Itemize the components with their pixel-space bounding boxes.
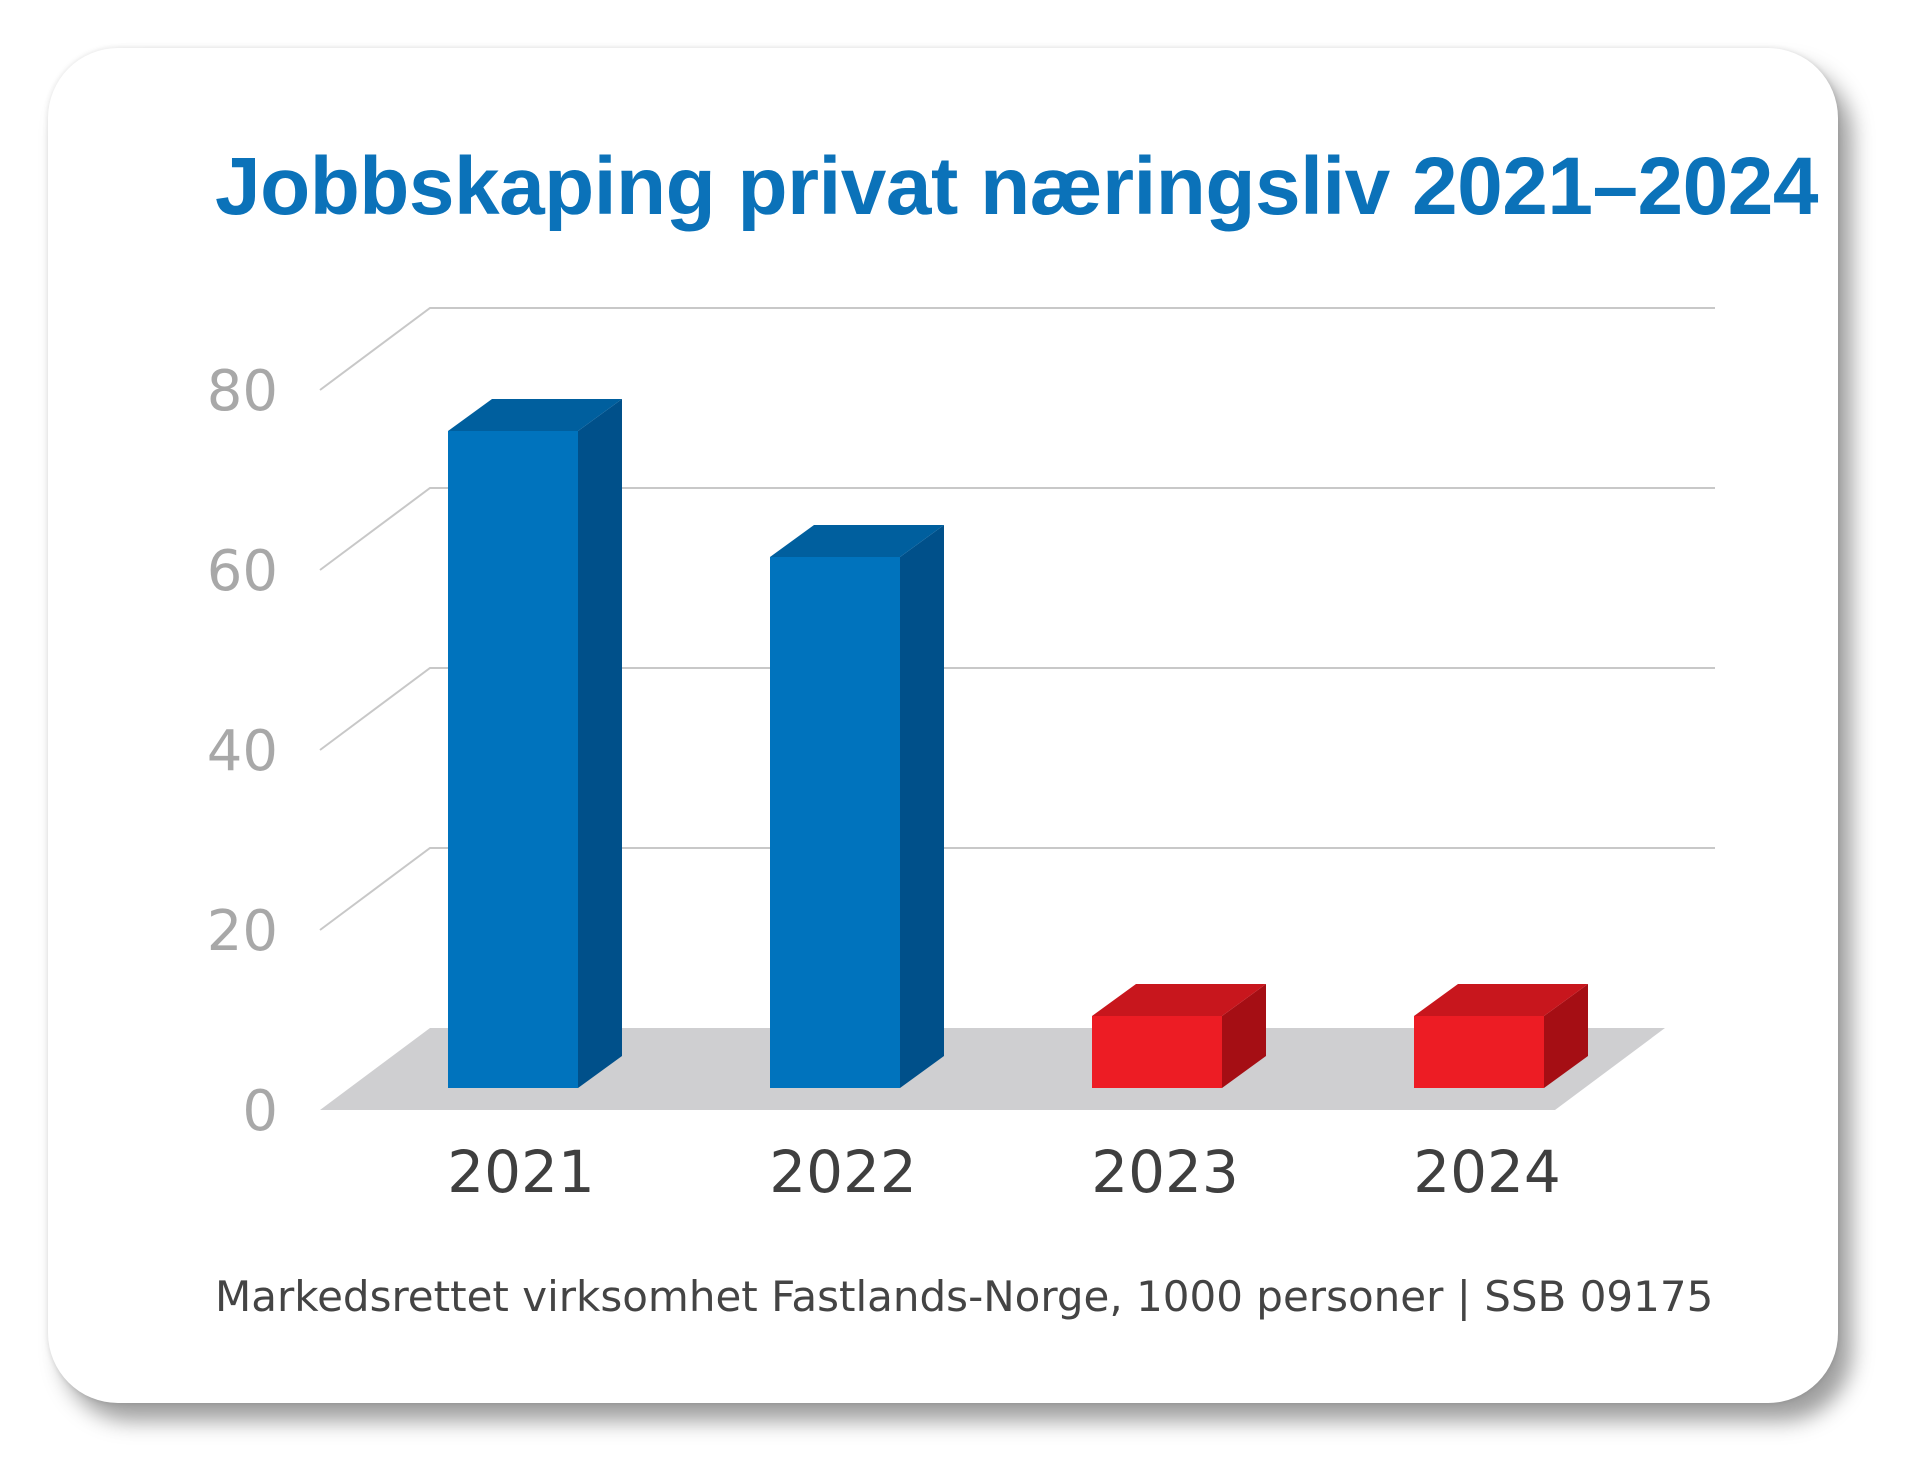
y-tick-label: 80 [207, 359, 278, 424]
x-axis-ticks: 2021 2022 2023 2024 [447, 1138, 1561, 1206]
chart-floor [320, 1028, 1665, 1110]
bar-2024 [1414, 984, 1588, 1088]
x-tick-label: 2022 [769, 1138, 917, 1206]
x-tick-label: 2023 [1091, 1138, 1239, 1206]
bar-2022 [770, 525, 944, 1088]
y-tick-label: 60 [207, 539, 278, 604]
gridlines [319, 307, 1715, 931]
chart-title: Jobbskaping privat næringsliv 2021–2024 [215, 141, 1818, 232]
bar-side [1544, 984, 1588, 1088]
bar-top [1092, 984, 1266, 1016]
gridline [319, 847, 1715, 931]
y-tick-label: 40 [207, 719, 278, 784]
bar-side [1222, 984, 1266, 1088]
gridline [319, 307, 1715, 391]
x-tick-label: 2021 [447, 1138, 595, 1206]
chart-footnote: Markedsrettet virksomhet Fastlands-Norge… [215, 1272, 1714, 1321]
bar-front [1092, 1016, 1222, 1088]
y-tick-label: 20 [207, 899, 278, 964]
bar-front [1414, 1016, 1544, 1088]
bar-front [770, 557, 900, 1088]
gridline [319, 487, 1715, 571]
bar-top [770, 525, 944, 557]
bars [448, 399, 1588, 1088]
bar-2021 [448, 399, 622, 1088]
y-axis-ticks: 0 20 40 60 80 [207, 359, 278, 1144]
bar-2023 [1092, 984, 1266, 1088]
gridline [319, 667, 1715, 751]
bar-top [448, 399, 622, 431]
bar-front [448, 431, 578, 1088]
y-tick-label: 0 [242, 1079, 278, 1144]
bar-top [1414, 984, 1588, 1016]
bar-side [578, 399, 622, 1088]
bar-side [900, 525, 944, 1088]
x-tick-label: 2024 [1413, 1138, 1561, 1206]
